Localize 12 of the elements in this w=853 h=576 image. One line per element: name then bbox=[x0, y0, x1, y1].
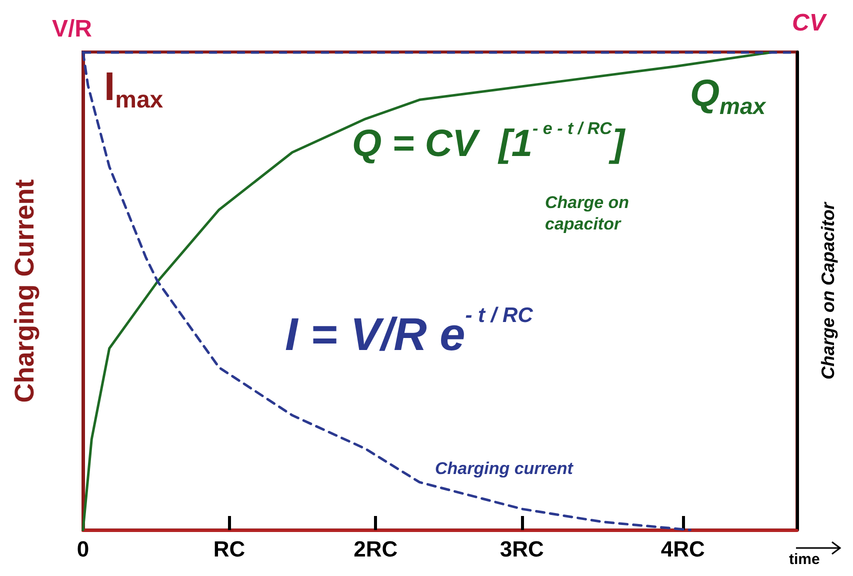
y-axis-title: Charging Current bbox=[10, 179, 40, 403]
x-tick-label: RC bbox=[213, 536, 246, 562]
annotation: Charging current bbox=[435, 459, 574, 478]
annotation: Charge on capacitor bbox=[545, 193, 634, 234]
text: CV bbox=[792, 10, 828, 36]
y2-axis-title: Charge on Capacitor bbox=[818, 201, 838, 380]
x-tick-label: 3RC bbox=[500, 536, 544, 562]
x-tick-label: 0 bbox=[76, 536, 90, 562]
x-tick-label: 4RC bbox=[660, 536, 705, 562]
x-axis-title: time bbox=[789, 551, 820, 568]
text: V/R bbox=[52, 16, 92, 42]
x-tick-label: 2RC bbox=[354, 536, 398, 562]
